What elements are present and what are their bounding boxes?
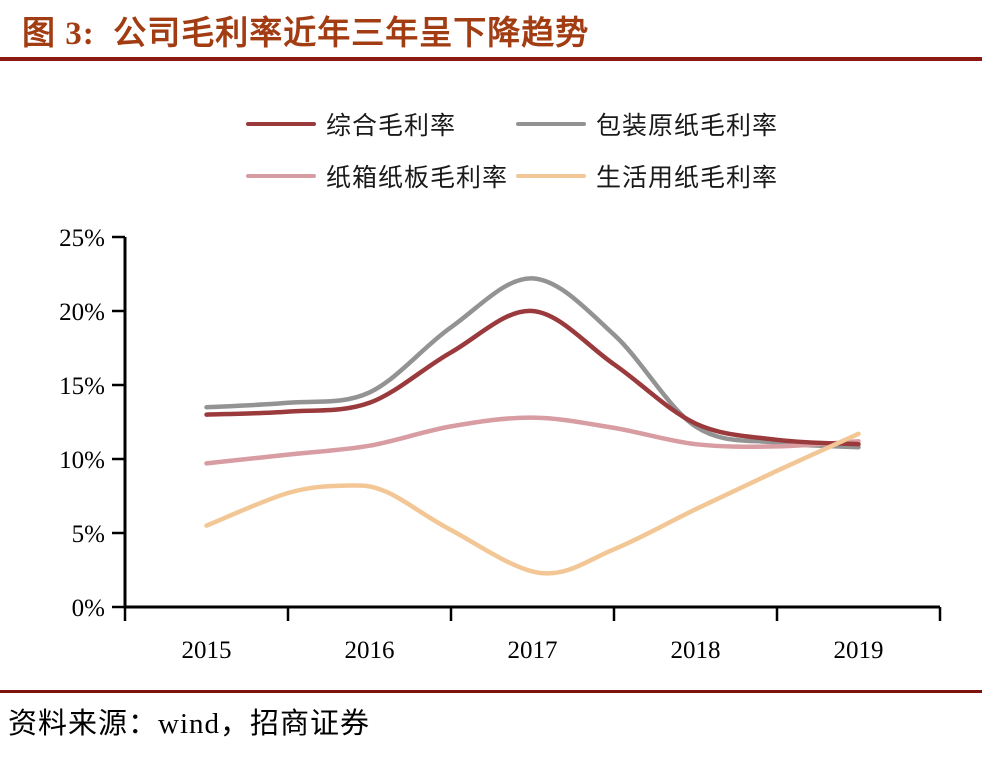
x-tick-label: 2017 [508, 637, 558, 664]
legend-item-tissue-paper-margin: 生活用纸毛利率 [516, 160, 778, 192]
y-tick-label: 10% [59, 447, 105, 474]
legend-swatch-packaging-paper-margin [516, 121, 586, 127]
legend-label: 生活用纸毛利率 [596, 165, 779, 192]
legend-item-packaging-paper-margin: 包装原纸毛利率 [516, 108, 778, 140]
figure-title: 图 3: 公司毛利率近年三年呈下降趋势 [22, 16, 590, 52]
legend-label: 综合毛利率 [326, 113, 457, 140]
legend-swatch-carton-board-margin [246, 173, 316, 179]
legend-label: 纸箱纸板毛利率 [326, 165, 509, 192]
legend-swatch-composite-margin [246, 121, 316, 127]
y-tick-label: 15% [59, 373, 105, 400]
title-underline [0, 57, 982, 61]
x-tick-label: 2016 [345, 637, 395, 664]
legend-label: 包装原纸毛利率 [596, 113, 779, 140]
legend-swatch-tissue-paper-margin [516, 173, 586, 179]
series-line-2 [204, 415, 861, 466]
y-tick-label: 20% [59, 299, 105, 326]
chart-legend: 综合毛利率 包装原纸毛利率 纸箱纸板毛利率 生活用纸毛利率 [246, 108, 778, 192]
y-tick-label: 0% [72, 595, 105, 622]
series-line-3 [204, 431, 861, 576]
legend-item-carton-board-margin: 纸箱纸板毛利率 [246, 160, 516, 192]
x-tick-label: 2018 [671, 637, 721, 664]
source-note: 资料来源：wind，招商证券 [8, 708, 371, 740]
footer-rule [0, 690, 982, 693]
legend-item-composite-margin: 综合毛利率 [246, 108, 516, 140]
series-line-1 [204, 276, 861, 450]
y-tick-label: 5% [72, 521, 105, 548]
axis-frame [123, 237, 940, 609]
y-tick-label: 25% [59, 225, 105, 252]
series-line-0 [204, 308, 861, 447]
x-tick-label: 2019 [834, 637, 884, 664]
x-tick-label: 2015 [182, 637, 232, 664]
